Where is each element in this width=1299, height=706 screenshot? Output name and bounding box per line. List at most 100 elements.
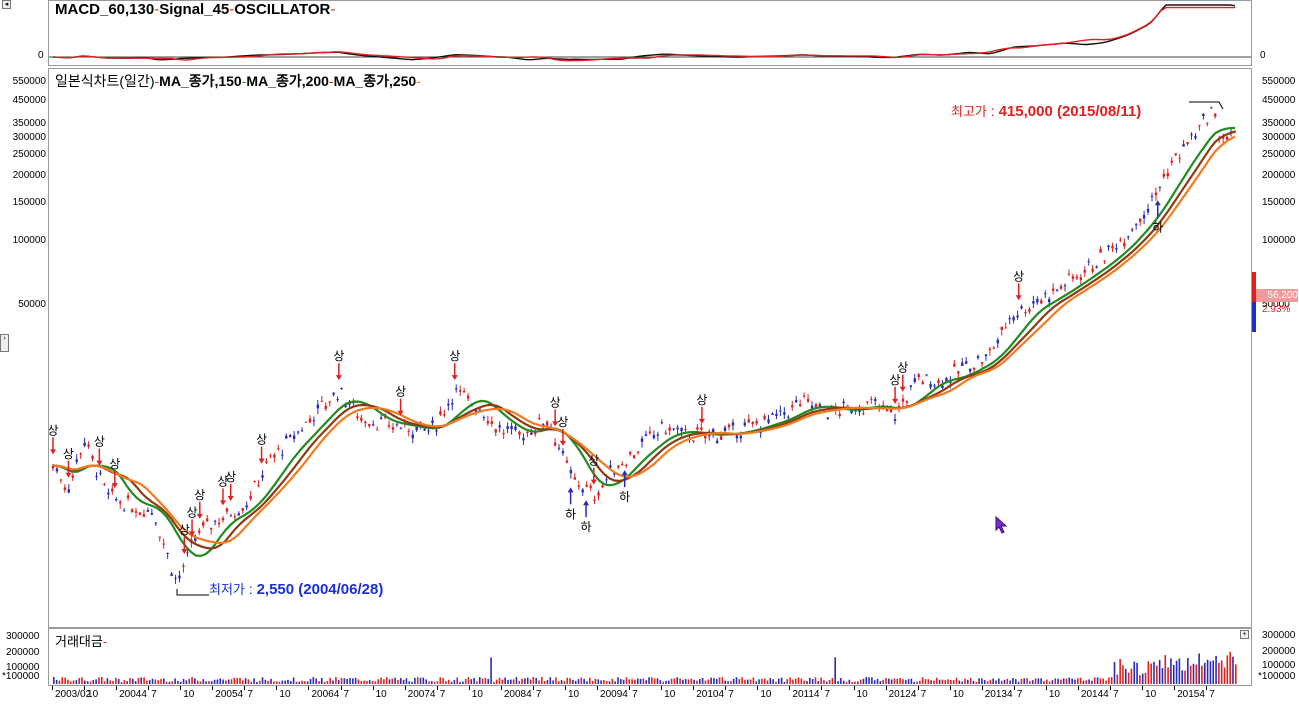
- signal-arrowhead: [590, 479, 597, 485]
- candle-body: [1158, 186, 1162, 188]
- volume-bar: [806, 681, 808, 684]
- candle-body: [656, 434, 660, 436]
- volume-bar: [919, 680, 921, 684]
- candle-body: [893, 419, 897, 421]
- volume-bar: [202, 679, 205, 684]
- volume-bar: [673, 678, 676, 684]
- y-tick-left-7: 100000: [12, 234, 46, 246]
- volume-bar: [1048, 681, 1051, 684]
- volume-bar: [772, 679, 774, 684]
- candle-body: [75, 459, 78, 462]
- volume-bar: [1130, 668, 1133, 684]
- x-tick: [885, 686, 887, 690]
- candle-body: [162, 543, 165, 545]
- candle-body: [775, 413, 778, 417]
- candle-body: [447, 403, 450, 406]
- volume-bar: [792, 679, 794, 684]
- signal-label-up: 상: [1013, 269, 1024, 283]
- candle-body: [1012, 317, 1015, 321]
- volume-bar: [1023, 678, 1026, 684]
- volume-bar: [380, 677, 382, 684]
- volume-bar: [645, 680, 648, 684]
- signal-arrowhead: [621, 470, 628, 476]
- candle-body: [478, 409, 482, 411]
- candle-body: [664, 432, 667, 434]
- vol-overlap-right: *100000: [1258, 671, 1296, 682]
- x-tick: [821, 686, 823, 690]
- candle-body: [1000, 326, 1003, 330]
- volume-bar: [1031, 680, 1034, 684]
- volume-bar: [332, 680, 334, 684]
- volume-bar: [363, 680, 365, 684]
- signal-arrowhead: [196, 513, 203, 519]
- y-tick-right-0: 550000: [1262, 76, 1296, 88]
- x-tick: [436, 686, 438, 690]
- volume-bar: [614, 681, 616, 684]
- x-tick: [116, 686, 118, 690]
- volume-bar: [1156, 665, 1158, 684]
- volume-bar: [636, 678, 639, 684]
- signal-label-up: 상: [333, 349, 344, 363]
- volume-bar: [368, 680, 371, 684]
- volume-bar: [213, 679, 216, 684]
- volume-bar: [210, 681, 213, 684]
- signal-label-up: 상: [225, 470, 236, 484]
- candle-body: [435, 430, 438, 432]
- x-tick: [629, 686, 631, 690]
- volume-bar: [995, 680, 997, 684]
- volume-bar: [188, 678, 191, 684]
- candle-body: [415, 426, 418, 431]
- candle-body: [625, 464, 628, 466]
- y-tick-left-8: 50000: [18, 298, 46, 310]
- volume-bar: [532, 677, 535, 684]
- volume-bar: [665, 680, 667, 684]
- x-tick-label: 10: [87, 689, 99, 700]
- candle-body: [937, 380, 940, 384]
- volume-expand-button[interactable]: +: [1240, 630, 1249, 639]
- ma250-line: [52, 135, 1236, 545]
- volume-bar: [699, 679, 701, 684]
- x-tick: [52, 686, 53, 690]
- volume-bar: [323, 681, 326, 684]
- candle-body: [561, 451, 565, 454]
- volume-bar: [1232, 656, 1234, 684]
- volume-bar: [992, 678, 994, 684]
- volume-bar: [617, 677, 619, 684]
- volume-bar: [882, 679, 884, 684]
- candle-body: [1119, 239, 1122, 241]
- candle-body: [621, 463, 624, 465]
- candle-body: [806, 398, 810, 402]
- volume-bar: [1077, 678, 1079, 684]
- volume-bar: [825, 681, 828, 684]
- macd-panel: MACD_60,130-Signal_45-OSCILLATOR-: [48, 0, 1252, 66]
- x-tick-label: 20054: [215, 689, 244, 700]
- candle-body: [1225, 136, 1229, 140]
- volume-bar: [84, 680, 86, 684]
- candle-body: [1055, 289, 1059, 291]
- volume-bar: [710, 677, 712, 684]
- candle-body: [225, 508, 229, 512]
- volume-bar: [106, 678, 109, 684]
- candle-body: [63, 487, 67, 490]
- x-tick-label: 10: [1145, 689, 1157, 700]
- candle-body: [281, 454, 284, 456]
- volume-bar: [222, 679, 224, 684]
- candle-body: [1131, 229, 1134, 231]
- candle-body: [1111, 245, 1114, 249]
- volume-bar: [306, 681, 309, 684]
- volume-bar: [436, 681, 439, 684]
- candle-body: [787, 416, 790, 418]
- signal-arrowhead: [335, 375, 342, 381]
- candle-body: [138, 512, 142, 515]
- volume-bar: [374, 681, 377, 684]
- volume-bar: [225, 680, 227, 684]
- volume-bar: [58, 680, 61, 684]
- collapse-panel-button[interactable]: ◂: [2, 0, 11, 9]
- volume-bar: [1071, 678, 1073, 684]
- x-tick: [981, 686, 983, 690]
- side-expand-button[interactable]: ›: [0, 334, 9, 352]
- candle-body: [213, 520, 217, 522]
- candle-body: [1099, 249, 1102, 253]
- volume-bar: [586, 681, 588, 684]
- volume-bar: [456, 677, 459, 684]
